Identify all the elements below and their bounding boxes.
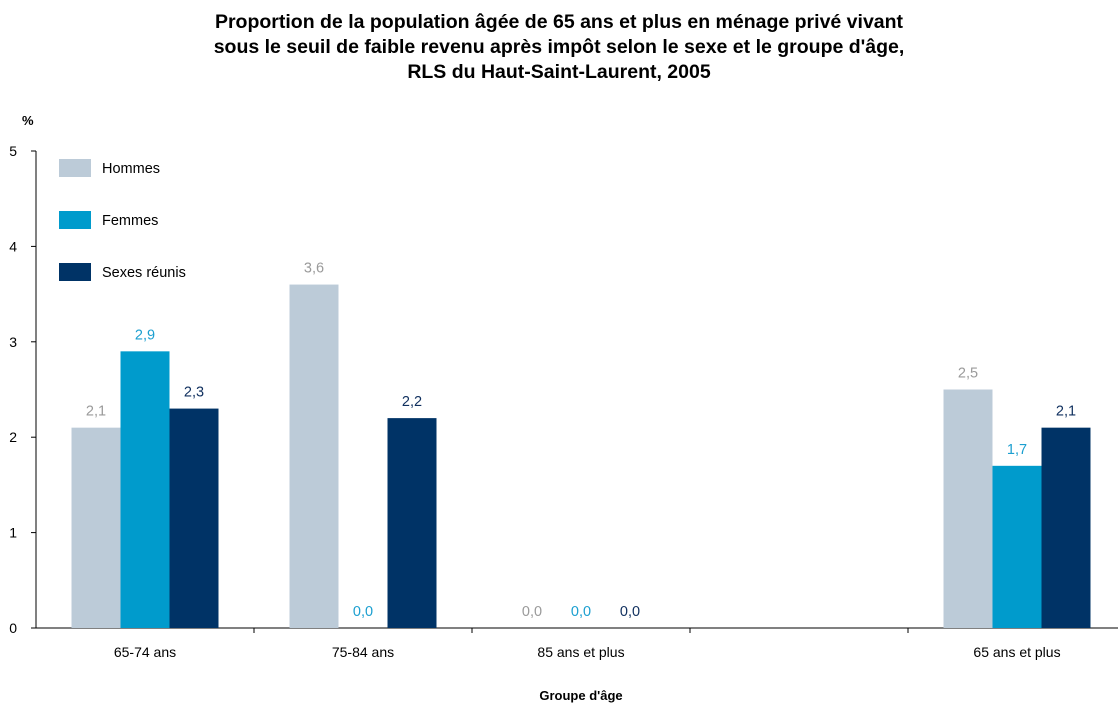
x-category-label: 65 ans et plus bbox=[973, 644, 1060, 660]
chart-title-line-1: Proportion de la population âgée de 65 a… bbox=[214, 11, 904, 33]
legend-label: Sexes réunis bbox=[102, 265, 186, 281]
legend-swatch bbox=[59, 211, 91, 229]
bar bbox=[289, 284, 339, 628]
x-axis-title: Groupe d'âge bbox=[539, 688, 622, 703]
x-category-label: 85 ans et plus bbox=[537, 644, 624, 660]
y-tick-label: 2 bbox=[9, 429, 17, 445]
legend-label: Hommes bbox=[102, 161, 160, 177]
bar bbox=[120, 351, 170, 628]
legend-label: Femmes bbox=[102, 213, 158, 229]
data-label: 2,5 bbox=[958, 366, 978, 382]
y-axis-unit-label: % bbox=[22, 113, 34, 128]
y-tick-label: 0 bbox=[9, 620, 17, 636]
bar bbox=[169, 408, 219, 628]
data-label: 0,0 bbox=[620, 604, 640, 620]
bar bbox=[1041, 427, 1091, 628]
y-tick-label: 3 bbox=[9, 334, 17, 350]
bar bbox=[992, 465, 1042, 628]
data-label: 2,1 bbox=[1056, 404, 1076, 420]
data-label: 3,6 bbox=[304, 261, 324, 277]
legend-swatch bbox=[59, 263, 91, 281]
bar bbox=[387, 418, 437, 628]
data-label: 0,0 bbox=[353, 604, 373, 620]
chart-title-line-2: sous le seuil de faible revenu après imp… bbox=[213, 36, 905, 58]
y-tick-label: 1 bbox=[9, 525, 17, 541]
y-tick-label: 4 bbox=[9, 238, 17, 254]
chart-title: Proportion de la population âgée de 65 a… bbox=[0, 10, 1118, 85]
data-label: 2,3 bbox=[184, 385, 204, 401]
data-label: 0,0 bbox=[522, 604, 542, 620]
data-label: 2,1 bbox=[86, 404, 106, 420]
bar bbox=[943, 389, 993, 628]
y-tick-label: 5 bbox=[9, 143, 17, 159]
data-label: 1,7 bbox=[1007, 442, 1027, 458]
bar bbox=[71, 427, 121, 628]
data-label: 0,0 bbox=[571, 604, 591, 620]
legend-swatch bbox=[59, 159, 91, 177]
data-label: 2,9 bbox=[135, 327, 155, 343]
x-category-label: 75-84 ans bbox=[332, 644, 394, 660]
x-category-label: 65-74 ans bbox=[114, 644, 176, 660]
chart-title-line-3: RLS du Haut-Saint-Laurent, 2005 bbox=[407, 61, 711, 83]
data-label: 2,2 bbox=[402, 394, 422, 410]
